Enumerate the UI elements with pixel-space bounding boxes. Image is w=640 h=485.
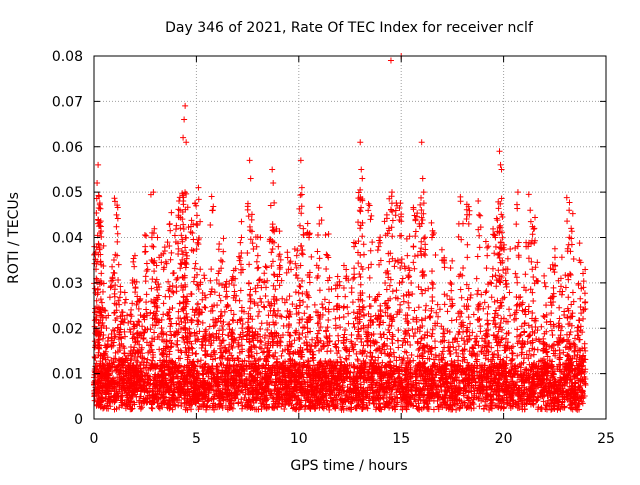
roti-scatter-chart: 00.010.020.030.040.050.060.070.080510152…: [0, 0, 640, 480]
chart-container: 00.010.020.030.040.050.060.070.080510152…: [0, 0, 640, 480]
